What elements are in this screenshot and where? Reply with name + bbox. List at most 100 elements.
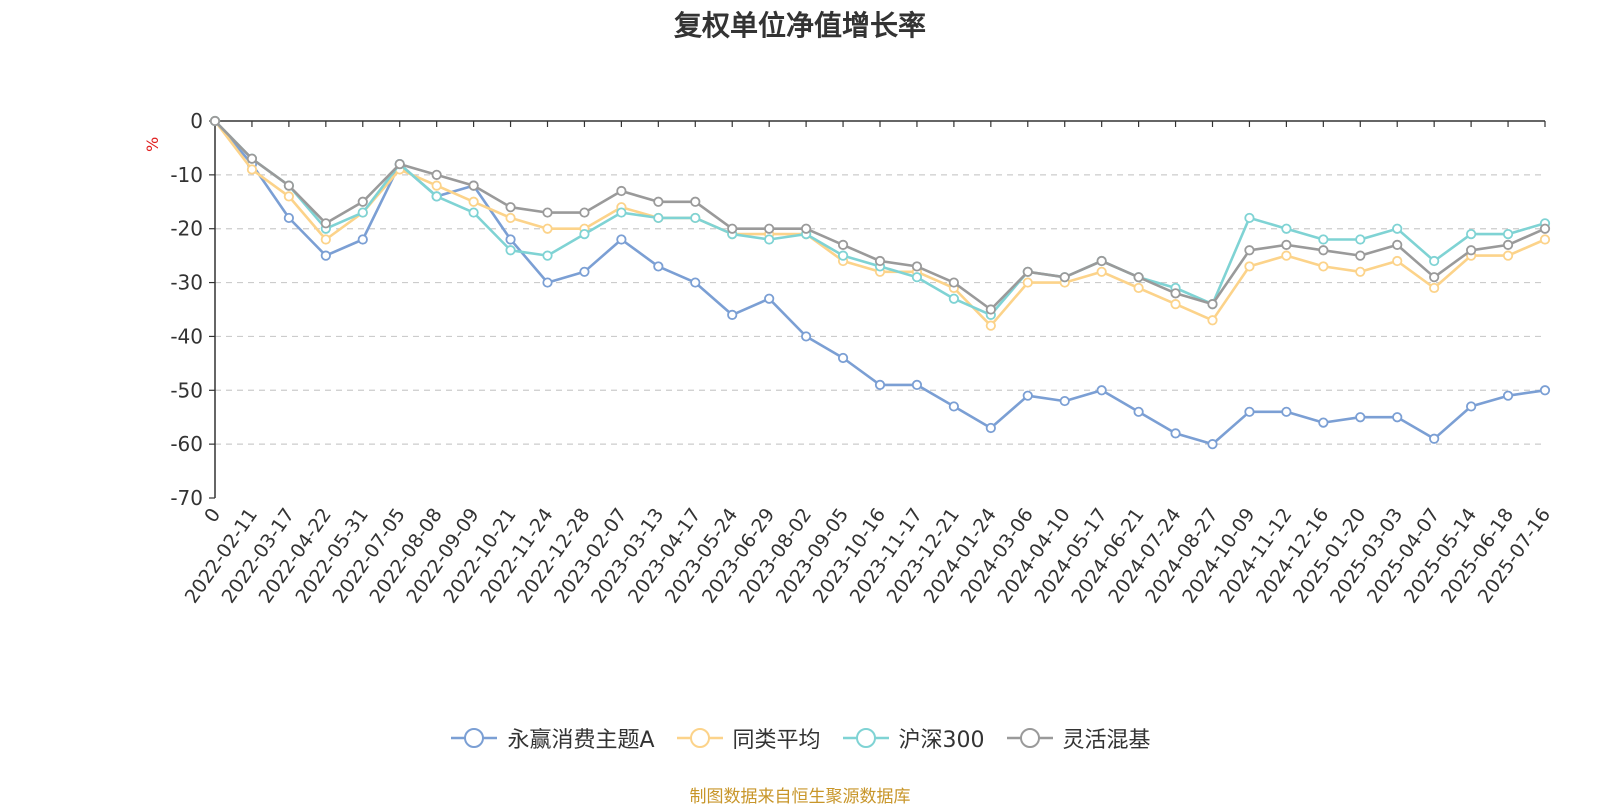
series-point-3 (320, 218, 331, 229)
series-line-1 (213, 120, 1546, 328)
series-point-3 (1429, 272, 1440, 283)
series-point-2 (1502, 229, 1514, 240)
series-point-3 (1355, 250, 1366, 261)
series-point-3 (1244, 245, 1255, 256)
series-point-2 (653, 212, 664, 224)
series-point-3 (1318, 245, 1329, 256)
series-point-0 (616, 234, 627, 245)
series-point-3 (690, 196, 701, 207)
series-point-0 (1207, 439, 1218, 450)
series-point-0 (1059, 395, 1070, 407)
series-point-3 (764, 223, 775, 234)
series-point-0 (1244, 406, 1255, 417)
legend-item[interactable]: 灵活混基 (1005, 722, 1151, 754)
series-point-0 (1429, 433, 1440, 444)
series-point-1 (1170, 299, 1181, 310)
series-point-0 (1392, 412, 1403, 423)
series-point-0 (1281, 406, 1292, 417)
series-point-3 (985, 304, 996, 315)
series-point-3 (209, 115, 221, 127)
series-point-0 (801, 331, 812, 342)
chart-title: 复权单位净值增长率 (673, 9, 926, 42)
series-point-1 (1318, 261, 1329, 272)
series-point-2 (468, 207, 479, 218)
series-point-1 (431, 180, 442, 191)
series-point-2 (948, 293, 959, 304)
y-tick-label: -50 (170, 378, 203, 402)
series-point-1 (1502, 250, 1514, 261)
series-point-3 (394, 158, 405, 170)
legend-line-circle-icon (451, 728, 498, 748)
series-point-3 (727, 223, 738, 234)
series-point-2 (1429, 255, 1440, 267)
series-point-2 (1392, 223, 1403, 234)
series-point-1 (1355, 266, 1366, 277)
series-point-1 (1096, 266, 1107, 277)
series-point-1 (1133, 282, 1144, 294)
series-point-3 (653, 196, 664, 207)
legend-item[interactable]: 永赢消费主题A (449, 722, 655, 754)
series-point-2 (357, 207, 368, 218)
legend-item[interactable]: 沪深300 (841, 722, 985, 754)
legend-label: 同类平均 (732, 728, 821, 753)
series-point-2 (542, 250, 553, 261)
series-point-0 (653, 261, 664, 272)
series-point-0 (1022, 390, 1033, 401)
series-point-2 (431, 191, 442, 202)
series-point-3 (1392, 239, 1403, 250)
series-point-3 (616, 185, 627, 197)
series-point-3 (948, 277, 959, 288)
series-point-0 (1133, 406, 1144, 417)
series-point-0 (1170, 428, 1181, 439)
x-tick-label: 0 (200, 504, 225, 527)
series-point-2 (505, 245, 516, 256)
series-point-1 (542, 223, 553, 234)
series-point-3 (431, 169, 442, 180)
series-point-0 (911, 379, 923, 390)
series-point-2 (911, 272, 923, 283)
series-point-0 (690, 277, 701, 288)
series-point-3 (837, 239, 849, 250)
series-line-3 (214, 120, 1546, 311)
series-point-2 (1466, 229, 1477, 240)
series-point-0 (579, 266, 590, 277)
y-tick-label: -40 (170, 324, 203, 348)
series-point-0 (1466, 401, 1477, 412)
series-point-0 (320, 250, 331, 261)
series-point-0 (727, 309, 738, 320)
y-tick-label: 0 (190, 109, 203, 133)
series-point-1 (985, 320, 996, 331)
line-chart: 0-10-20-30-40-50-60-7002022-02-112022-03… (170, 109, 1555, 607)
series-point-3 (911, 261, 923, 272)
series-point-0 (948, 401, 959, 412)
y-tick-label: -10 (170, 163, 203, 187)
series-point-1 (1022, 277, 1033, 288)
y-tick-label: -70 (170, 486, 203, 510)
series-point-2 (764, 234, 775, 245)
y-tick-label: -20 (170, 217, 203, 241)
series-point-3 (246, 153, 258, 164)
series-point-3 (1096, 255, 1107, 267)
series-point-3 (1539, 223, 1551, 234)
series-point-1 (320, 234, 331, 245)
series-point-3 (283, 180, 294, 191)
series-point-3 (357, 196, 368, 207)
series-point-3 (1133, 272, 1144, 283)
series-point-0 (1096, 385, 1107, 396)
series-point-3 (1502, 239, 1514, 250)
series-point-1 (505, 212, 516, 224)
series-point-0 (1318, 417, 1329, 428)
series-point-3 (468, 180, 479, 191)
legend-line-circle-icon (1006, 728, 1053, 748)
series-point-3 (1281, 239, 1292, 250)
legend-line-circle-icon (842, 728, 889, 748)
legend-label: 沪深300 (898, 728, 985, 753)
series-point-0 (837, 352, 849, 364)
legend-item[interactable]: 同类平均 (675, 722, 821, 754)
chart-legend: 永赢消费主题A 同类平均 沪深300 灵活混基 (0, 722, 1600, 754)
y-tick-label: -60 (170, 432, 203, 456)
series-point-1 (1244, 261, 1255, 272)
series-point-2 (616, 207, 627, 218)
series-point-2 (690, 212, 701, 224)
series-point-1 (1392, 255, 1403, 267)
